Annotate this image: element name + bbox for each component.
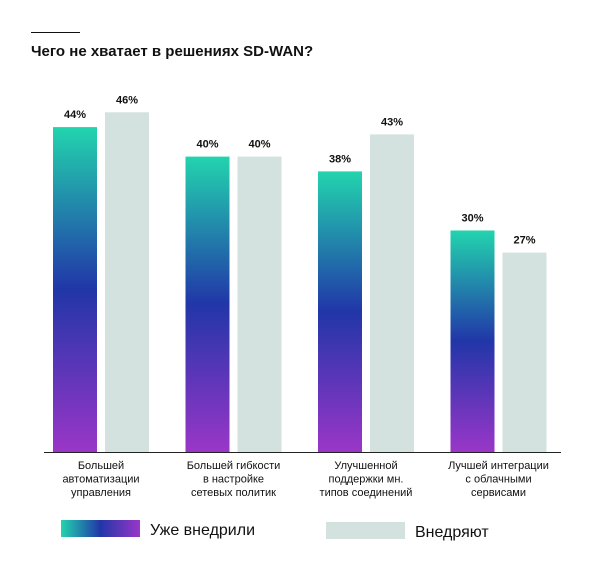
category-label-line: с облачными <box>465 474 531 486</box>
tick-labels-layer: Большей автоматизации управления Большей ги… <box>62 460 548 499</box>
bar-adopting-4 <box>502 252 547 452</box>
value-label-adopting-4: 27% <box>513 235 535 247</box>
chart-title: Чего не хватает в решениях SD-WAN? <box>31 43 313 60</box>
bars-layer <box>53 112 547 453</box>
category-label-line: поддержки мн. <box>329 474 404 486</box>
bar-adopted-1 <box>53 127 97 452</box>
legend-label-adopted: Уже внедрили <box>150 522 255 539</box>
category-label-line: сетевых политик <box>191 487 276 499</box>
value-label-adopting-3: 43% <box>381 116 403 128</box>
value-labels-layer: 44% 46% 40% 40% 38% 43% 30% 27% <box>64 94 536 246</box>
category-label-line: сервисами <box>471 487 526 499</box>
category-label-line: Лучшей интеграции <box>448 460 549 472</box>
legend-label-adopting: Внедряют <box>415 524 489 541</box>
category-label-4: Лучшей интеграции с облачными сервисами <box>448 460 549 499</box>
legend-swatch-adopted <box>61 520 140 537</box>
category-label-line: Улучшенной <box>334 460 397 472</box>
bar-adopted-3 <box>318 171 362 452</box>
category-label-line: Большей гибкости <box>187 460 281 472</box>
category-label-line: в настройке <box>203 474 264 486</box>
value-label-adopting-2: 40% <box>248 139 270 151</box>
category-label-line: управления <box>71 487 131 499</box>
category-label-1: Большей автоматизации управления <box>62 460 139 499</box>
value-label-adopted-2: 40% <box>196 139 218 151</box>
bar-adopting-2 <box>237 156 282 452</box>
category-label-line: Большей <box>78 460 124 472</box>
value-label-adopted-1: 44% <box>64 109 86 121</box>
value-label-adopted-3: 38% <box>329 153 351 165</box>
category-label-2: Большей гибкости в настройке сетевых полит… <box>187 460 281 499</box>
bar-adopting-1 <box>105 112 149 453</box>
category-label-line: типов соединений <box>320 487 413 499</box>
category-label-line: автоматизации <box>62 474 139 486</box>
bar-adopted-4 <box>450 230 495 452</box>
bar-adopted-2 <box>185 156 230 452</box>
category-label-3: Улучшенной поддержки мн. типов соединений <box>320 460 413 499</box>
bar-adopting-3 <box>370 134 414 452</box>
value-label-adopted-4: 30% <box>461 213 483 225</box>
value-label-adopting-1: 46% <box>116 94 138 106</box>
legend: Уже внедрили Внедряют <box>61 520 489 541</box>
legend-swatch-adopting <box>326 522 405 539</box>
